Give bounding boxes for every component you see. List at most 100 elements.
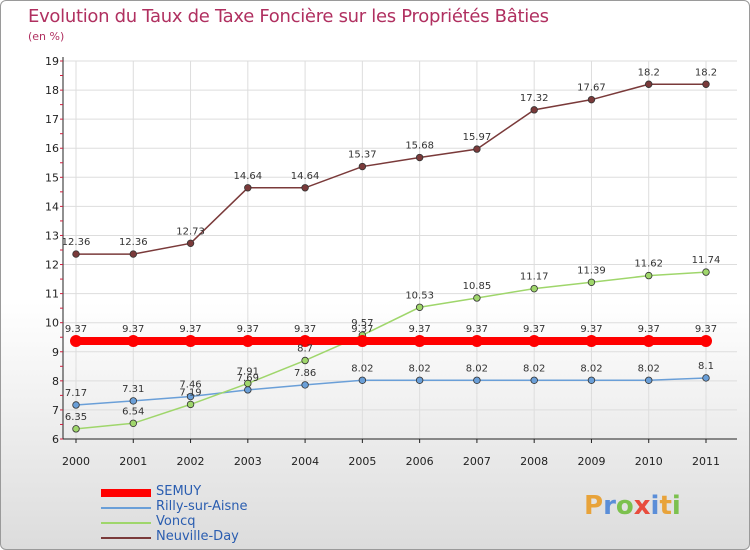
data-label: 8.02 xyxy=(466,363,488,374)
data-point xyxy=(356,335,369,348)
data-label: 14.64 xyxy=(291,171,320,182)
chart-title: Evolution du Taux de Taxe Foncière sur l… xyxy=(28,6,549,27)
data-label: 8.1 xyxy=(698,361,714,372)
data-label: 8.02 xyxy=(523,363,545,374)
data-label: 9.37 xyxy=(122,324,144,335)
data-point xyxy=(702,268,710,276)
data-point xyxy=(645,80,653,88)
data-point xyxy=(587,95,596,104)
data-point xyxy=(587,376,596,384)
data-point xyxy=(587,278,596,286)
data-point xyxy=(473,294,481,302)
data-label: 6.54 xyxy=(122,406,144,417)
data-point xyxy=(358,162,367,171)
x-tick-label: 2002 xyxy=(177,455,205,468)
data-label: 6.35 xyxy=(65,412,87,423)
data-label: 8.02 xyxy=(351,363,373,374)
data-point xyxy=(244,184,252,192)
data-label: 11.17 xyxy=(520,272,549,283)
data-point xyxy=(244,386,252,394)
data-point xyxy=(642,335,655,348)
proxiti-logo: Proxiti xyxy=(584,491,681,521)
data-point xyxy=(241,335,254,348)
data-label: 15.68 xyxy=(405,141,434,152)
data-point xyxy=(530,376,538,384)
data-point xyxy=(299,335,312,348)
x-tick-label: 2010 xyxy=(635,455,663,468)
data-point xyxy=(186,392,195,401)
data-label: 9.37 xyxy=(695,324,717,335)
data-point xyxy=(585,335,598,348)
data-label: 12.73 xyxy=(176,226,205,237)
data-label: 17.67 xyxy=(577,83,606,94)
x-tick-label: 2006 xyxy=(406,455,434,468)
y-tick-label: 6 xyxy=(52,433,59,446)
chart-unit-label: (en %) xyxy=(28,30,65,43)
data-point xyxy=(70,335,82,348)
y-tick-label: 12 xyxy=(45,259,59,272)
data-point xyxy=(415,153,424,162)
data-point xyxy=(129,397,137,405)
data-label: 9.37 xyxy=(466,324,488,335)
data-point xyxy=(72,250,80,258)
x-tick-label: 2004 xyxy=(291,455,319,468)
legend-swatch-semuy xyxy=(101,489,151,497)
data-label: 9.37 xyxy=(580,324,602,335)
y-tick-label: 14 xyxy=(45,200,59,213)
data-point xyxy=(700,335,712,348)
y-tick-label: 13 xyxy=(45,229,59,242)
legend-swatch-neuville-day xyxy=(101,537,151,539)
x-tick-label: 2009 xyxy=(577,455,605,468)
data-label: 8.02 xyxy=(580,363,602,374)
data-point xyxy=(470,335,483,348)
data-point xyxy=(127,335,140,348)
data-point xyxy=(415,376,424,384)
data-label: 11.62 xyxy=(634,259,663,270)
data-label: 15.97 xyxy=(463,132,492,143)
logo-letter: t xyxy=(659,491,672,521)
data-point xyxy=(301,184,309,192)
logo-letter: x xyxy=(633,491,651,521)
data-point xyxy=(129,419,137,427)
series-line xyxy=(76,83,706,255)
data-label: 18.2 xyxy=(638,67,660,78)
y-tick-label: 8 xyxy=(52,375,59,388)
data-point xyxy=(244,379,252,388)
data-label: 12.36 xyxy=(119,237,148,248)
data-point xyxy=(72,401,80,409)
legend-item-semuy: SEMUY xyxy=(101,484,301,500)
data-label: 7.17 xyxy=(65,388,87,399)
x-tick-label: 2003 xyxy=(234,455,262,468)
y-tick-label: 19 xyxy=(45,55,59,68)
data-point xyxy=(186,400,195,409)
legend-swatch-rilly-sur-aisne xyxy=(101,507,151,509)
data-point xyxy=(186,239,195,248)
data-label: 7.19 xyxy=(179,387,201,398)
data-point xyxy=(473,376,481,384)
legend-item-voncq: Voncq xyxy=(101,514,301,530)
data-label: 10.53 xyxy=(405,290,434,301)
data-label: 7.86 xyxy=(294,368,316,379)
data-label: 9.37 xyxy=(294,324,316,335)
x-tick-label: 2011 xyxy=(692,455,720,468)
y-tick-label: 7 xyxy=(52,404,59,417)
data-label: 9.57 xyxy=(351,318,373,329)
data-point xyxy=(528,335,541,348)
data-label: 7.69 xyxy=(237,373,259,384)
data-label: 11.39 xyxy=(577,265,606,276)
logo-letter: i xyxy=(671,491,681,521)
y-tick-label: 15 xyxy=(45,171,59,184)
data-point xyxy=(301,356,309,365)
data-label: 9.37 xyxy=(523,324,545,335)
x-tick-label: 2008 xyxy=(520,455,548,468)
data-point xyxy=(72,425,80,433)
logo-letter: P xyxy=(584,491,604,521)
legend-item-rilly-sur-aisne: Rilly-sur-Aisne xyxy=(101,499,301,515)
legend-swatch-voncq xyxy=(101,522,151,524)
y-tick-label: 17 xyxy=(45,113,59,126)
x-tick-label: 2007 xyxy=(463,455,491,468)
y-tick-label: 9 xyxy=(52,346,59,359)
legend-label-rilly-sur-aisne: Rilly-sur-Aisne xyxy=(156,499,248,514)
